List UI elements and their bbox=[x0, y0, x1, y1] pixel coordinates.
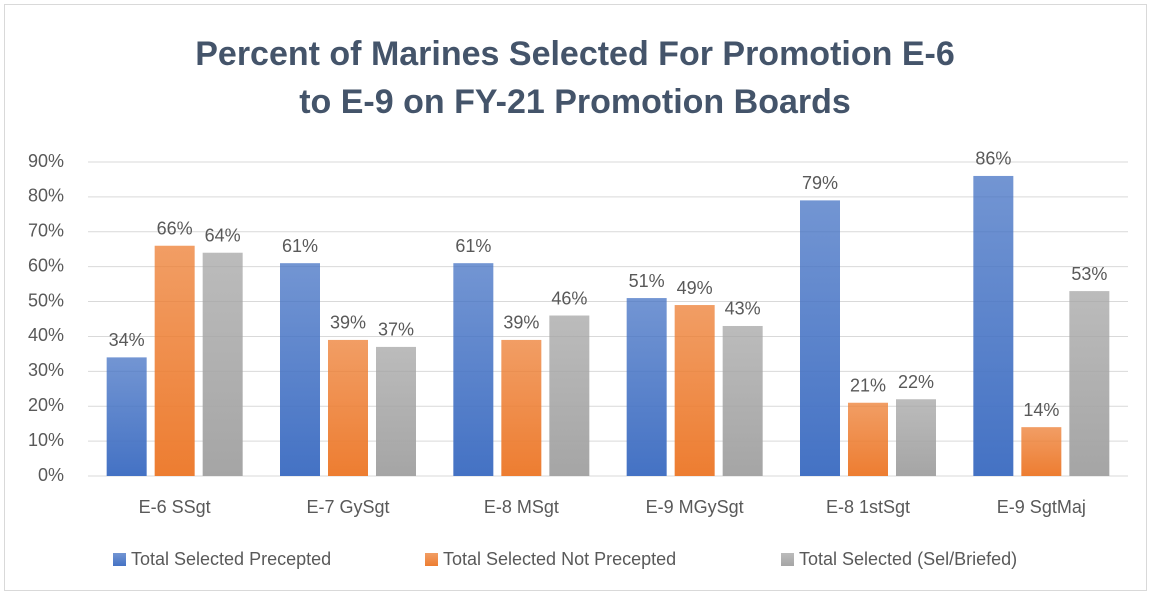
y-tick-label: 40% bbox=[28, 325, 64, 345]
y-tick-label: 10% bbox=[28, 430, 64, 450]
bar bbox=[453, 263, 494, 476]
legend-label: Total Selected Not Precepted bbox=[443, 549, 676, 569]
legend-label: Total Selected (Sel/Briefed) bbox=[799, 549, 1017, 569]
bar bbox=[154, 245, 195, 476]
data-label: 39% bbox=[503, 313, 539, 333]
bar bbox=[800, 200, 840, 476]
bar bbox=[896, 399, 936, 476]
y-tick-label: 20% bbox=[28, 395, 64, 415]
data-label: 49% bbox=[677, 278, 713, 298]
data-label: 46% bbox=[551, 288, 587, 308]
x-tick-label: E-8 1stSgt bbox=[826, 497, 910, 517]
y-tick-label: 60% bbox=[28, 255, 64, 275]
x-tick-label: E-6 SSgt bbox=[139, 497, 211, 517]
data-label: 79% bbox=[802, 173, 838, 193]
chart-title: Percent of Marines Selected For Promotio… bbox=[195, 35, 955, 121]
bar bbox=[106, 357, 147, 476]
bar bbox=[1069, 291, 1110, 476]
x-tick-label: E-9 SgtMaj bbox=[997, 497, 1086, 517]
bar bbox=[973, 175, 1014, 476]
y-tick-label: 90% bbox=[28, 151, 64, 171]
data-label: 61% bbox=[455, 236, 491, 256]
data-label: 53% bbox=[1071, 264, 1107, 284]
data-label: 51% bbox=[629, 271, 665, 291]
data-label: 64% bbox=[205, 225, 241, 245]
x-tick-label: E-9 MGySgt bbox=[646, 497, 744, 517]
bar bbox=[848, 402, 888, 476]
data-label: 22% bbox=[898, 372, 934, 392]
bar bbox=[626, 298, 667, 476]
bar bbox=[674, 305, 715, 476]
legend-swatch bbox=[425, 553, 438, 566]
y-tick-label: 0% bbox=[38, 465, 64, 485]
bar bbox=[280, 263, 320, 476]
bar bbox=[376, 346, 416, 476]
chart-border bbox=[4, 4, 1147, 591]
data-label: 21% bbox=[850, 375, 886, 395]
bar bbox=[202, 252, 243, 476]
data-label: 43% bbox=[725, 299, 761, 319]
data-label: 86% bbox=[975, 149, 1011, 169]
y-tick-label: 70% bbox=[28, 221, 64, 241]
data-label: 39% bbox=[330, 313, 366, 333]
bar bbox=[1021, 427, 1062, 476]
y-tick-label: 80% bbox=[28, 186, 64, 206]
x-tick-label: E-7 GySgt bbox=[306, 497, 389, 517]
legend-label: Total Selected Precepted bbox=[131, 549, 331, 569]
x-tick-label: E-8 MSgt bbox=[484, 497, 559, 517]
data-label: 34% bbox=[109, 330, 145, 350]
data-label: 66% bbox=[157, 218, 193, 238]
bar bbox=[328, 339, 368, 476]
legend-swatch bbox=[113, 553, 126, 566]
y-tick-label: 30% bbox=[28, 360, 64, 380]
bar bbox=[501, 339, 542, 476]
data-label: 37% bbox=[378, 320, 414, 340]
y-tick-label: 50% bbox=[28, 290, 64, 310]
data-label: 61% bbox=[282, 236, 318, 256]
bar bbox=[722, 325, 763, 476]
legend-swatch bbox=[781, 553, 794, 566]
bar bbox=[549, 315, 590, 476]
data-label: 14% bbox=[1023, 400, 1059, 420]
